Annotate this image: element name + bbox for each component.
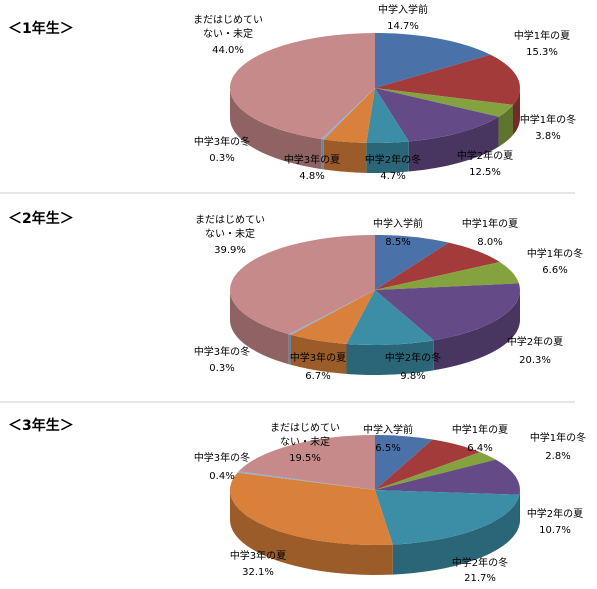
category-label: 中学2年の夏: [456, 151, 514, 162]
value-label: 8.0%: [477, 237, 503, 248]
pie-slice: [375, 490, 520, 545]
category-label: 中学3年の夏: [289, 353, 347, 364]
pie-slice: [375, 283, 520, 341]
pie-slice-side: [346, 340, 434, 375]
value-label: 21.7%: [464, 573, 496, 584]
pie-slice-side: [290, 334, 347, 374]
category-label: 中学1年の冬: [526, 249, 584, 260]
value-label: 0.3%: [209, 363, 235, 374]
value-label: 9.8%: [400, 371, 426, 382]
category-label: 中学1年の冬: [519, 115, 577, 126]
pie-slice: [323, 88, 375, 143]
pie-slice: [238, 435, 375, 490]
pie-slice: [375, 452, 496, 490]
pie-slice-side: [288, 334, 291, 365]
pie-slice: [230, 472, 393, 545]
category-label: 中学3年の冬: [193, 347, 251, 358]
value-label: 2.8%: [545, 451, 571, 462]
pie-slice-side: [323, 139, 367, 173]
chart-title: ＜3年生＞: [8, 418, 74, 434]
pie-slice: [229, 235, 375, 335]
pie-slice: [346, 290, 434, 346]
value-label: 0.4%: [209, 471, 235, 482]
chart-title: ＜2年生＞: [8, 211, 74, 227]
category-label: 中学入学前: [363, 425, 413, 436]
category-label: 中学入学前: [378, 5, 428, 16]
pie-slice-side: [512, 88, 520, 135]
pie-slice-side: [408, 116, 499, 172]
pie-slice: [366, 88, 409, 143]
category-label: 中学1年の夏: [451, 425, 509, 436]
category-label: まだはじめていない・未定: [195, 215, 265, 240]
value-label: 6.4%: [467, 443, 493, 454]
pie-slice-side: [498, 104, 513, 147]
chart-title: ＜1年生＞: [8, 21, 74, 37]
pie-slice-side: [230, 490, 393, 575]
pie-slice-side: [366, 141, 409, 173]
category-label: 中学2年の冬: [364, 155, 422, 166]
category-label: 中学3年の夏: [229, 551, 287, 562]
pie-slice: [375, 435, 433, 490]
value-label: 0.3%: [209, 153, 235, 164]
pie-slice: [230, 33, 375, 140]
pie-slice: [375, 242, 500, 290]
category-label: 中学入学前: [373, 219, 423, 230]
pie-slice: [288, 290, 375, 335]
category-label: 中学2年の夏: [526, 509, 584, 520]
value-label: 14.7%: [387, 21, 419, 32]
pie-slice-side: [230, 290, 289, 365]
pie-slice: [375, 33, 491, 88]
pie-slice: [375, 235, 449, 290]
pie-slice: [375, 261, 519, 290]
value-label: 6.5%: [375, 443, 401, 454]
value-label: 6.7%: [305, 371, 331, 382]
category-label: 中学2年の冬: [384, 353, 442, 364]
value-label: 19.5%: [289, 453, 321, 464]
category-label: 中学3年の冬: [193, 453, 251, 464]
pie-slice: [290, 290, 375, 344]
category-label: 中学3年の夏: [283, 155, 341, 166]
category-label: 中学1年の夏: [461, 219, 519, 230]
pie-slice: [375, 88, 499, 142]
category-label: まだはじめていない・未定: [270, 423, 340, 448]
value-label: 39.9%: [214, 245, 246, 256]
pie-slice-side: [321, 139, 324, 170]
value-label: 4.8%: [299, 171, 325, 182]
value-label: 8.5%: [385, 237, 411, 248]
pie-slice: [375, 439, 480, 490]
pie-slice: [375, 88, 513, 117]
pie-slice: [237, 471, 375, 490]
value-label: 15.3%: [526, 47, 558, 58]
pie-slice: [375, 459, 520, 495]
category-label: 中学3年の冬: [193, 137, 251, 148]
category-label: 中学1年の夏: [513, 31, 571, 42]
value-label: 10.7%: [539, 525, 571, 536]
pie-slice-side: [230, 88, 322, 170]
category-label: 中学2年の冬: [451, 558, 509, 569]
value-label: 3.8%: [535, 131, 561, 142]
pie-slice: [375, 54, 520, 105]
category-label: 中学1年の冬: [529, 433, 587, 444]
value-label: 32.1%: [242, 567, 274, 578]
value-label: 20.3%: [519, 355, 551, 366]
value-label: 6.6%: [542, 265, 568, 276]
pie-slice-side: [519, 490, 520, 525]
category-label: まだはじめていない・未定: [193, 15, 263, 40]
category-label: 中学2年の夏: [506, 337, 564, 348]
pie-slice-side: [392, 494, 520, 575]
pie-slice: [321, 88, 375, 140]
value-label: 12.5%: [469, 167, 501, 178]
value-label: 4.7%: [380, 171, 406, 182]
pie-slice-side: [433, 290, 520, 371]
value-label: 44.0%: [212, 45, 244, 56]
